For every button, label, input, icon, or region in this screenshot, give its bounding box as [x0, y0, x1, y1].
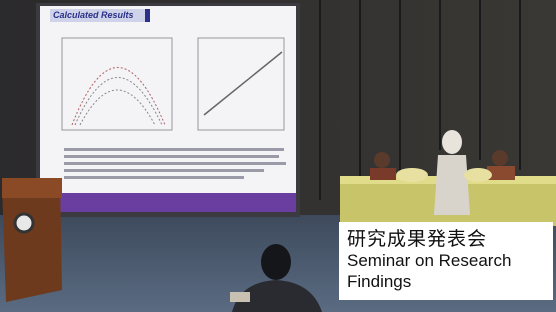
audience-head: [261, 244, 291, 280]
flowers: [464, 168, 492, 182]
caption-title: 研究成果発表会: [347, 228, 545, 250]
podium-emblem: [15, 214, 33, 232]
person-head: [492, 150, 508, 166]
slide-bar: [40, 193, 296, 212]
slide-title: Calculated Results: [50, 9, 150, 22]
person-head: [374, 152, 390, 168]
podium-top: [2, 178, 62, 198]
caption-subtitle: Seminar on Research Findings: [347, 250, 545, 292]
presenter-head: [442, 130, 462, 154]
flowers: [396, 168, 428, 182]
paper: [230, 292, 250, 302]
presenter-body: [434, 155, 470, 215]
photo: Calculated Results 研究成果発表会 Seminar on Re…: [0, 0, 556, 312]
person-body: [370, 168, 396, 180]
caption-box: 研究成果発表会 Seminar on Research Findings: [339, 222, 553, 300]
